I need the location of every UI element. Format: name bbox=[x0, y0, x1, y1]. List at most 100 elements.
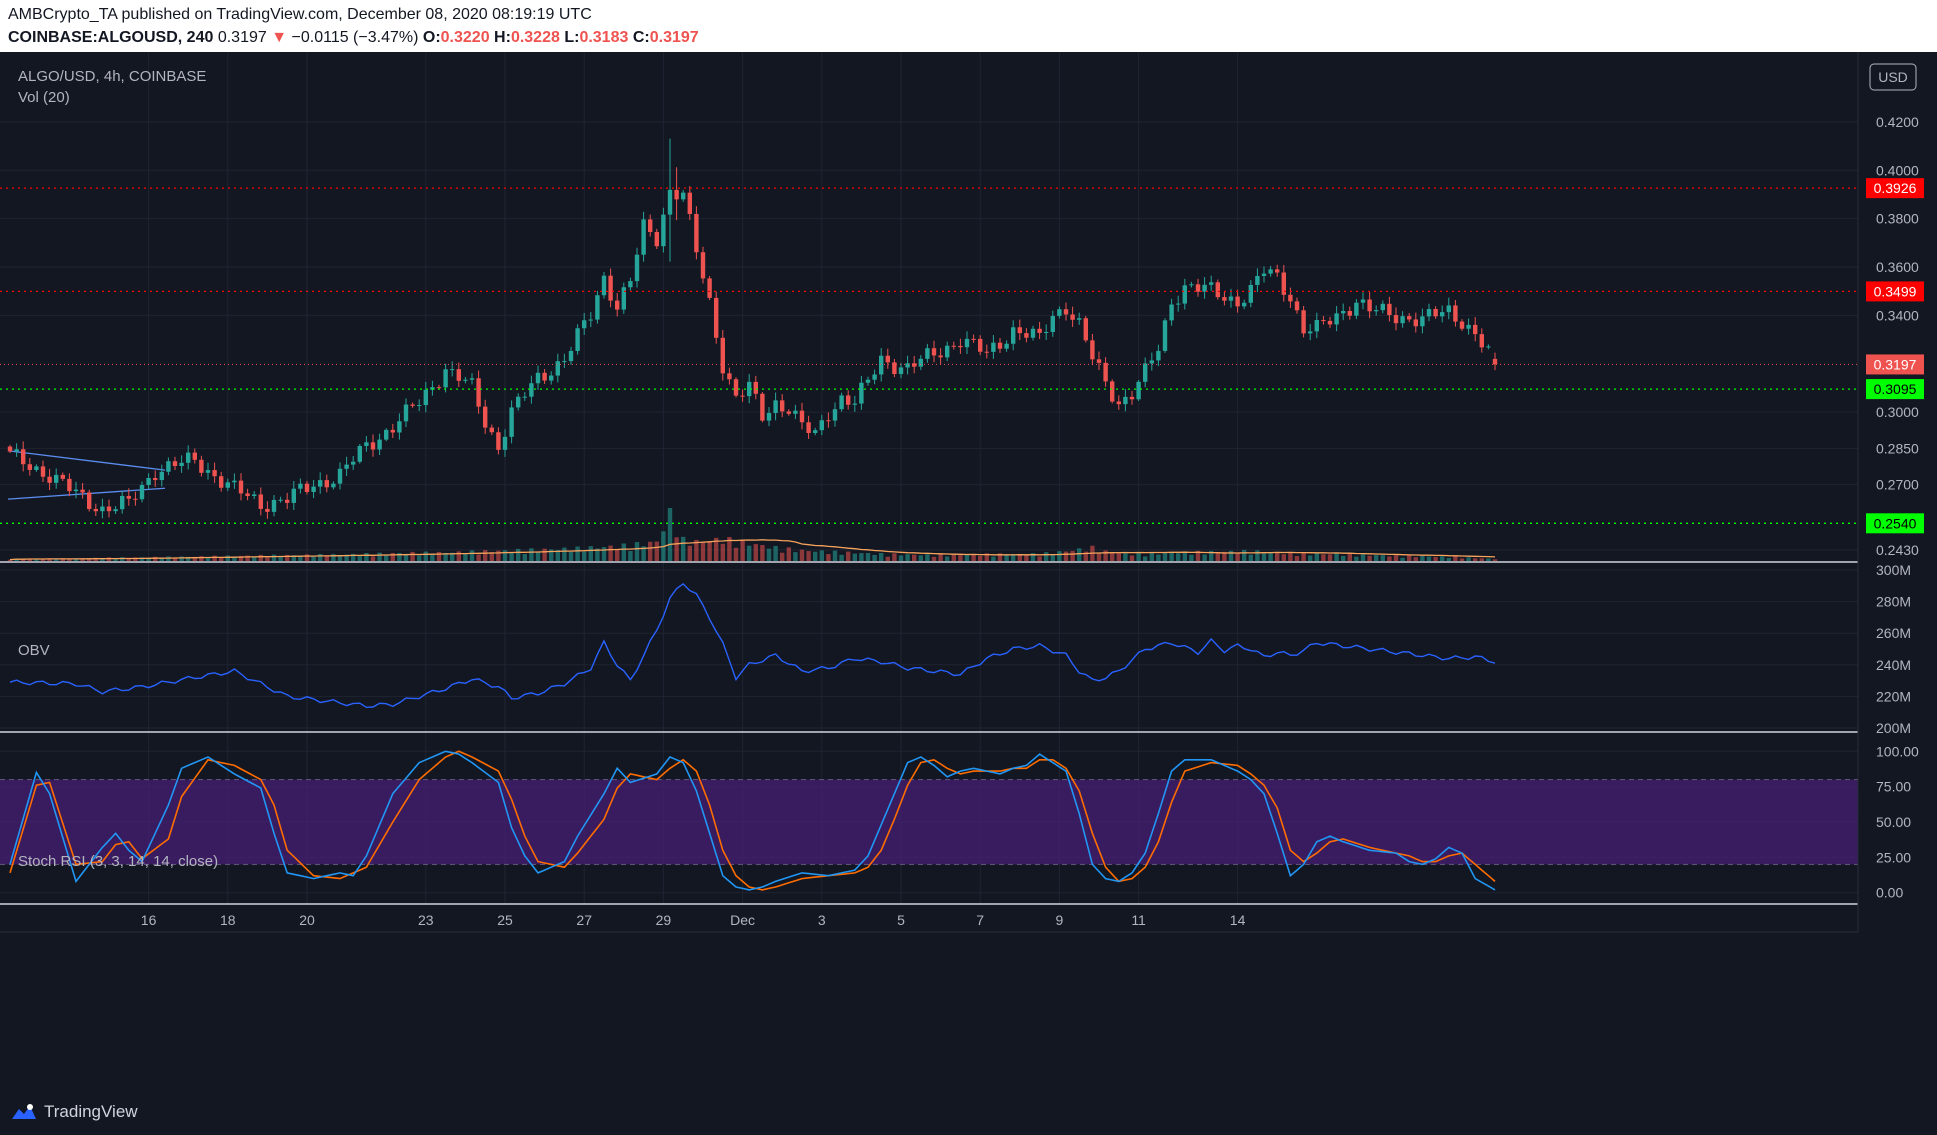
candle-body bbox=[1222, 297, 1227, 301]
volume-bar bbox=[898, 555, 904, 561]
obv-axis-label: 260M bbox=[1876, 625, 1911, 641]
candle-up bbox=[423, 381, 428, 413]
volume-bar bbox=[892, 553, 897, 561]
candle-up bbox=[166, 457, 171, 476]
volume-bar bbox=[423, 551, 428, 561]
volume-bar bbox=[766, 548, 772, 561]
published-text: published on TradingView.com, December 0… bbox=[121, 6, 592, 23]
volume-bar bbox=[1301, 552, 1306, 561]
candle-body bbox=[1341, 311, 1346, 314]
candle-body bbox=[199, 459, 204, 473]
stoch-d-line bbox=[9, 750, 1496, 891]
candle-down bbox=[700, 246, 706, 284]
candle-up bbox=[1341, 303, 1346, 321]
volume-bar bbox=[997, 553, 1003, 561]
candle-body bbox=[1050, 315, 1055, 333]
candle-down bbox=[238, 473, 244, 501]
candle-up bbox=[898, 362, 904, 379]
volume-bar bbox=[1294, 556, 1300, 561]
volume-bar bbox=[1446, 557, 1451, 561]
candle-body bbox=[912, 363, 917, 367]
volume-bar bbox=[786, 547, 791, 561]
volume-bar bbox=[588, 546, 593, 561]
volume-bar bbox=[146, 557, 151, 561]
candle-body bbox=[601, 275, 607, 296]
volume-bar bbox=[687, 545, 692, 561]
volume-bar bbox=[1050, 554, 1055, 561]
candle-body bbox=[219, 476, 224, 488]
chart-canvas[interactable]: 0.4200 0.4000 0.3800 0.3600 0.3400 0.3000 0.28… bbox=[0, 52, 1937, 1092]
candle-up bbox=[1077, 312, 1082, 325]
candle-up bbox=[1176, 295, 1181, 312]
obv-line bbox=[9, 582, 1496, 709]
candle-down bbox=[219, 471, 224, 492]
candle-body bbox=[377, 439, 382, 450]
candle-down bbox=[1275, 264, 1280, 277]
candle-up bbox=[450, 361, 455, 377]
candle-up bbox=[225, 478, 230, 492]
candle-body bbox=[575, 328, 580, 351]
candle-up bbox=[298, 478, 303, 494]
volume-bar bbox=[872, 554, 877, 561]
volume-bar bbox=[509, 552, 514, 561]
candle-body bbox=[298, 483, 303, 489]
tradingview-logo-icon bbox=[12, 1104, 36, 1119]
candle-body bbox=[1202, 284, 1207, 292]
candle-body bbox=[106, 506, 112, 512]
candle-up bbox=[502, 429, 508, 457]
volume-bar bbox=[707, 541, 712, 561]
candle-body bbox=[991, 342, 996, 352]
candle-body bbox=[1466, 324, 1471, 329]
candle-body bbox=[1446, 305, 1451, 313]
candle-down bbox=[912, 356, 917, 374]
candle-body bbox=[100, 506, 105, 512]
volume-bar bbox=[199, 556, 204, 561]
candle-up bbox=[311, 479, 316, 499]
candle-body bbox=[509, 407, 514, 437]
candle-body bbox=[1327, 320, 1333, 325]
candle-body bbox=[1413, 319, 1418, 327]
volume-bar bbox=[1433, 556, 1438, 561]
candle-down bbox=[265, 501, 270, 519]
price-axis-label: 0.3400 bbox=[1876, 307, 1919, 323]
candle-body bbox=[1301, 310, 1306, 334]
candle-body bbox=[608, 275, 613, 301]
candle-body bbox=[1195, 284, 1201, 292]
candle-body bbox=[476, 378, 481, 407]
candle-body bbox=[1360, 299, 1366, 303]
candle-body bbox=[192, 452, 197, 460]
candle-down bbox=[1347, 306, 1352, 320]
volume-bar bbox=[885, 556, 890, 561]
volume-bar bbox=[337, 555, 343, 561]
volume-bar bbox=[1156, 554, 1161, 561]
candle-body bbox=[40, 466, 46, 477]
candle-up bbox=[232, 473, 237, 489]
candle-body bbox=[1169, 304, 1174, 321]
candle-body bbox=[436, 387, 442, 389]
time-axis-label: 11 bbox=[1131, 912, 1146, 928]
candle-up bbox=[621, 282, 626, 314]
candle-down bbox=[892, 358, 897, 378]
currency-button[interactable]: USD bbox=[1869, 63, 1917, 91]
volume-bar bbox=[73, 558, 79, 561]
volume-bar bbox=[351, 553, 356, 561]
candle-down bbox=[931, 340, 937, 363]
publisher-name[interactable]: AMBCrypto_TA bbox=[8, 6, 118, 23]
candle-body bbox=[1288, 294, 1293, 302]
volume-bar bbox=[773, 545, 778, 561]
volume-bar bbox=[192, 556, 197, 561]
chart-area[interactable]: 0.4200 0.4000 0.3800 0.3600 0.3400 0.3000 0.28… bbox=[0, 52, 1937, 1092]
candle-up bbox=[1136, 380, 1141, 401]
tradingview-logo[interactable]: TradingView bbox=[10, 1102, 138, 1122]
candle-body bbox=[410, 404, 415, 406]
candle-down bbox=[971, 334, 976, 343]
candle-body bbox=[1420, 316, 1425, 327]
candle-down bbox=[60, 472, 65, 482]
price-axis-label: 0.2850 bbox=[1876, 440, 1919, 456]
candle-body bbox=[245, 493, 250, 497]
candle-down bbox=[707, 276, 712, 301]
candle-up bbox=[469, 373, 475, 385]
candle-up bbox=[1004, 340, 1009, 352]
volume-bar bbox=[582, 551, 587, 561]
candle-up bbox=[331, 481, 336, 490]
